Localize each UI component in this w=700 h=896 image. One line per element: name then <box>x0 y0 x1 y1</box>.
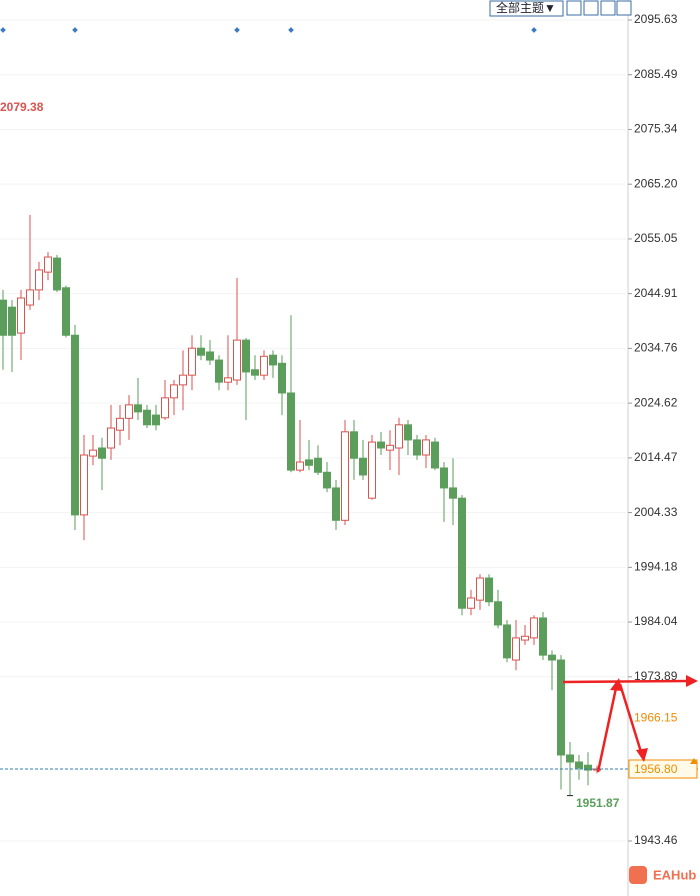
candle-body <box>575 761 583 769</box>
candle-body <box>143 409 151 426</box>
candle-body <box>89 449 97 457</box>
candle-body <box>242 339 250 373</box>
candle-body <box>386 444 394 451</box>
candle-body <box>539 617 547 656</box>
candle-body <box>44 256 52 273</box>
candle-body <box>548 654 556 661</box>
candle-body <box>413 439 421 456</box>
candle-body <box>323 471 331 489</box>
candle-body <box>494 601 502 626</box>
candle-body <box>404 424 412 441</box>
candle-body <box>224 377 232 383</box>
marker-price-label: 1966.15 <box>634 711 678 725</box>
y-tick-label: 2044.91 <box>634 286 678 300</box>
candle-body <box>17 297 25 334</box>
candle-body <box>206 351 214 361</box>
candle-body <box>521 635 529 641</box>
y-tick-label: 1994.18 <box>634 560 678 574</box>
candle-body <box>134 404 142 413</box>
candle-body <box>341 431 349 521</box>
tool-icon[interactable] <box>583 0 599 16</box>
tool-icon[interactable] <box>616 0 632 16</box>
candle-body <box>71 334 79 516</box>
candle-body <box>359 457 367 476</box>
candle-body <box>431 441 439 469</box>
theme-button[interactable] <box>489 0 564 17</box>
candle-body <box>269 354 277 366</box>
candle-body <box>476 577 484 601</box>
candle-body <box>314 457 322 473</box>
candle-body <box>530 617 538 639</box>
candle-body <box>179 374 187 386</box>
candle-body <box>296 461 304 471</box>
y-tick-label: 2024.62 <box>634 395 678 409</box>
candle-body <box>188 347 196 376</box>
tool-icon[interactable] <box>600 0 616 16</box>
candle-body <box>125 404 133 419</box>
candle-body <box>395 424 403 449</box>
candle-body <box>98 447 106 459</box>
candle-body <box>170 384 178 399</box>
candle-body <box>116 417 124 431</box>
y-tick-label: 2014.47 <box>634 450 678 464</box>
candle-body <box>503 624 511 659</box>
y-tick-label: 2004.33 <box>634 505 678 519</box>
candle-body <box>584 764 592 771</box>
last-price-label: 1956.80 <box>634 762 678 776</box>
candle-body <box>260 355 268 376</box>
y-tick-label: 1984.04 <box>634 614 678 628</box>
candle-body <box>233 339 241 381</box>
toolbar[interactable]: 全部主题▼ <box>489 0 632 17</box>
candle-body <box>26 289 34 306</box>
candle-body <box>458 497 466 609</box>
candle-body <box>377 441 385 449</box>
y-tick-label: 1943.46 <box>634 833 678 847</box>
candle-body <box>161 397 169 419</box>
candle-body <box>287 392 295 471</box>
candle-body <box>485 577 493 603</box>
last-price-arrow <box>690 758 698 765</box>
candle-body <box>197 347 205 356</box>
candle-body <box>422 439 430 456</box>
y-tick-label: 2075.34 <box>634 122 678 136</box>
candle-body <box>53 257 61 291</box>
y-tick-label: 2085.49 <box>634 67 678 81</box>
candle-body <box>305 459 313 466</box>
candle-body <box>332 487 340 521</box>
y-tick-label: 2034.76 <box>634 341 678 355</box>
drawn-arrows <box>562 675 698 773</box>
high-label: 2079.38 <box>0 100 44 114</box>
candle-body <box>35 269 43 291</box>
theme-button-label[interactable]: 全部主题▼ <box>496 0 556 15</box>
candle-body <box>440 467 448 489</box>
candle-body <box>368 441 376 499</box>
candle-body <box>215 359 223 383</box>
watermark-icon <box>629 866 647 884</box>
candle-body <box>566 754 574 763</box>
tool-icon[interactable] <box>566 0 582 16</box>
candle-body <box>512 637 520 661</box>
candle-body <box>8 306 16 336</box>
event-markers <box>0 27 537 33</box>
candle-body <box>467 597 475 609</box>
candle-body <box>557 659 565 756</box>
y-tick-label: 2065.20 <box>634 176 678 190</box>
last-price-box <box>628 759 698 779</box>
candle-body <box>251 369 259 376</box>
candle-body <box>107 427 115 449</box>
candle-body <box>350 431 358 459</box>
low-label: 1951.87 <box>576 796 620 810</box>
candle-body <box>80 454 88 516</box>
candle-body <box>0 299 7 336</box>
y-tick-label: 2095.63 <box>634 12 678 26</box>
watermark: EAHub <box>653 867 696 882</box>
candle-body <box>449 487 457 499</box>
marker-price-box <box>632 710 680 727</box>
candle-body <box>278 362 286 394</box>
candle-body <box>152 414 160 426</box>
y-tick-label: 1973.89 <box>634 669 678 683</box>
candle-body <box>62 287 70 336</box>
y-tick-label: 2055.05 <box>634 231 678 245</box>
